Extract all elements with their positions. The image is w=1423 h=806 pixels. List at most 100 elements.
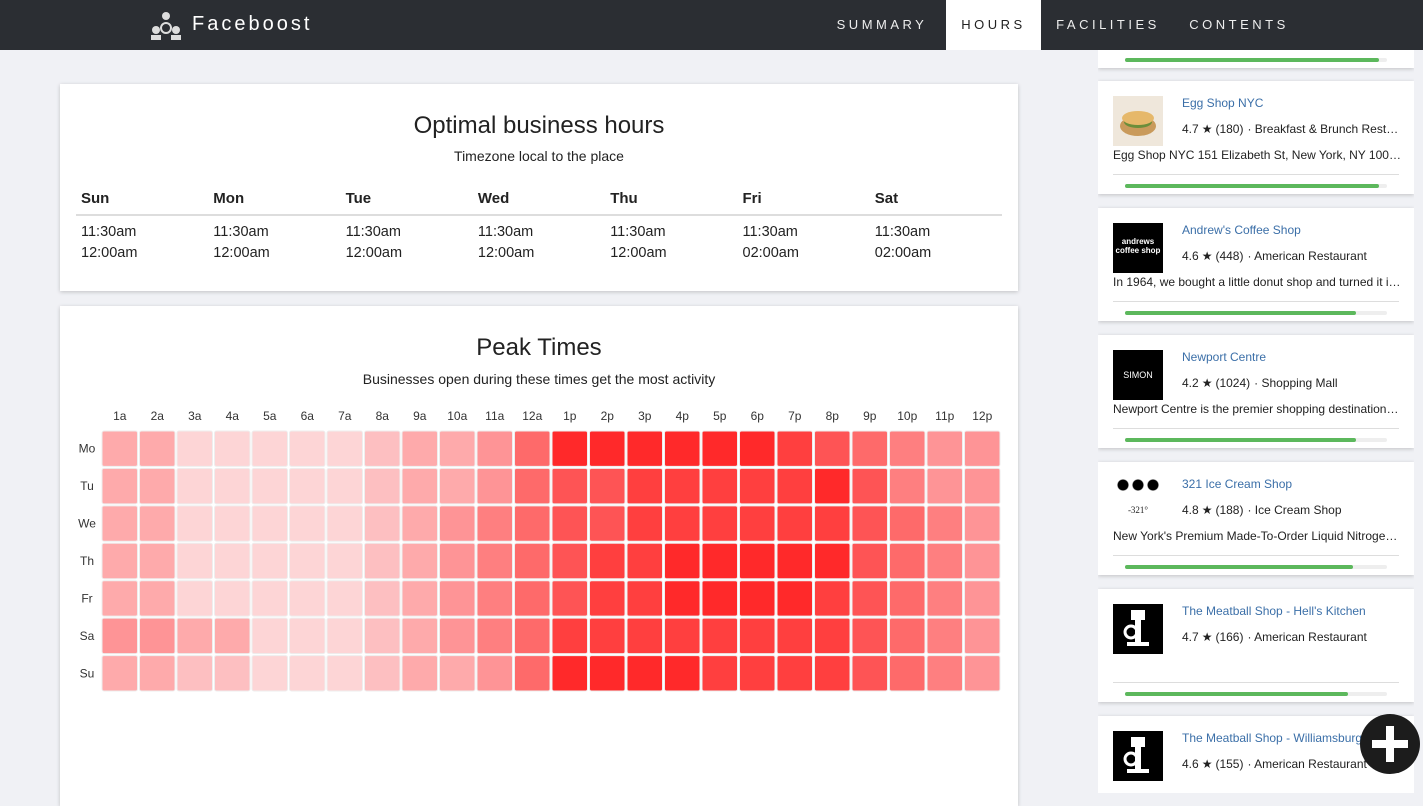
place-card[interactable]: SIMON Newport Centre 4.2 ★ (1024) · Shopping … — [1098, 335, 1414, 448]
place-meta: 4.2 ★ (1024) · Shopping Mall — [1182, 376, 1402, 390]
separator — [1113, 682, 1399, 683]
logo — [151, 12, 181, 40]
place-meta: 4.8 ★ (188) · Ice Cream Shop — [1182, 503, 1402, 517]
close-time: 02:00am — [874, 245, 932, 261]
heat-cell — [401, 430, 438, 467]
heat-cell — [476, 655, 513, 692]
heat-cell — [139, 542, 176, 580]
star-icon: ★ — [1201, 122, 1213, 136]
heat-cell — [551, 430, 588, 467]
col-label: 10a — [447, 409, 467, 423]
heat-cell — [851, 542, 888, 580]
heat-cell — [251, 617, 288, 655]
heat-cell — [551, 580, 588, 617]
heat-cell — [326, 542, 363, 580]
nav-tab[interactable]: SUMMARY — [836, 17, 928, 32]
heat-cell — [701, 505, 738, 542]
open-time: 11:30am — [81, 224, 137, 240]
row-label: Su — [80, 666, 95, 680]
star-icon: ★ — [1201, 757, 1213, 771]
heat-cell — [889, 467, 926, 505]
col-label: 10p — [897, 409, 917, 423]
heat-cell — [926, 617, 963, 655]
add-button[interactable] — [1360, 714, 1420, 774]
heat-cell — [926, 655, 963, 692]
day-label: Tue — [345, 190, 372, 207]
heat-cell — [476, 505, 513, 542]
open-time: 11:30am — [345, 224, 401, 240]
heat-cell — [851, 617, 888, 655]
heat-cell — [701, 430, 738, 467]
place-name[interactable]: 321 Ice Cream Shop — [1182, 477, 1293, 491]
thumbnail — [1113, 731, 1163, 781]
close-time: 12:00am — [345, 245, 403, 261]
review-count: (180) — [1215, 122, 1244, 136]
heat-cell — [439, 505, 476, 542]
separator — [1113, 428, 1399, 429]
heat-cell — [664, 430, 701, 467]
heat-cell — [851, 430, 888, 467]
heat-cell — [889, 430, 926, 467]
place-card[interactable]: andrews coffee shop Andrew's Coffee Shop 4… — [1098, 208, 1414, 321]
heat-cell — [176, 655, 213, 692]
plus-icon — [1372, 726, 1408, 762]
heat-cell — [814, 617, 851, 655]
heat-cell — [251, 542, 288, 580]
col-label: 7a — [338, 409, 352, 423]
heat-cell — [326, 430, 363, 467]
category: · Ice Cream Shop — [1247, 503, 1342, 517]
peak-subtitle: Businesses open during these times get t… — [362, 371, 716, 387]
place-card[interactable]: -321° 321 Ice Cream Shop 4.8 ★ (188) · Ice Cr… — [1098, 462, 1414, 575]
heat-cell — [626, 580, 663, 617]
place-name[interactable]: The Meatball Shop - Hell's Kitchen — [1182, 604, 1366, 618]
place-card[interactable]: The Meatball Shop - Hell's Kitchen 4.7 ★ (1… — [1098, 589, 1414, 702]
col-label: 4a — [226, 409, 240, 423]
heat-cell — [664, 655, 701, 692]
heat-cell — [776, 655, 813, 692]
heat-cell — [889, 580, 926, 617]
place-meta: 4.7 ★ (166) · American Restaurant — [1182, 630, 1402, 644]
nav-tab[interactable]: HOURS — [946, 0, 1041, 50]
heat-cell — [139, 580, 176, 617]
nav-tab[interactable]: CONTENTS — [1189, 17, 1289, 32]
col-label: 8a — [376, 409, 390, 423]
progress-track — [1125, 565, 1387, 569]
place-name[interactable]: Newport Centre — [1182, 350, 1267, 364]
heat-cell — [851, 467, 888, 505]
heat-cell — [139, 430, 176, 467]
place-card[interactable]: Egg Shop NYC 4.7 ★ (180) · Breakfast & Brunc… — [1098, 81, 1414, 194]
heat-cell — [514, 467, 551, 505]
place-name[interactable]: Andrew's Coffee Shop — [1182, 223, 1301, 237]
heat-cell — [364, 505, 401, 542]
place-meta: 4.7★(180)· Breakfast & Brunch Restaurant — [1182, 122, 1402, 136]
row-label: Sa — [80, 629, 95, 643]
rating: 4.7 — [1182, 122, 1199, 136]
heat-cell — [214, 617, 251, 655]
heat-cell — [251, 505, 288, 542]
category: · American Restaurant — [1247, 757, 1367, 771]
place-name[interactable]: Egg Shop NYC — [1182, 96, 1264, 110]
place-card[interactable]: The Meatball Shop - Williamsburg 4.6 ★ (155… — [1098, 716, 1414, 793]
heat-cell — [139, 655, 176, 692]
category: · Breakfast & Brunch Restaurant — [1247, 122, 1402, 136]
rating: 4.7 — [1182, 630, 1199, 644]
col-label: 11a — [485, 409, 504, 423]
place-description: Newport Centre is the premier shopping d… — [1113, 402, 1401, 416]
star-icon: ★ — [1201, 376, 1213, 390]
separator — [1113, 301, 1399, 302]
category: · American Restaurant — [1247, 630, 1367, 644]
place-name[interactable]: The Meatball Shop - Williamsburg — [1182, 731, 1363, 745]
brand[interactable]: Faceboost — [192, 13, 313, 35]
heat-cell — [776, 580, 813, 617]
nav-tab[interactable]: FACILITIES — [1056, 17, 1160, 32]
place-description: In 1964, we bought a little donut shop a… — [1113, 275, 1401, 289]
heat-cell — [626, 542, 663, 580]
row-label: Tu — [80, 479, 94, 493]
heat-cell — [889, 542, 926, 580]
heat-cell — [251, 467, 288, 505]
heat-cell — [851, 505, 888, 542]
heat-cell — [814, 430, 851, 467]
heat-cell — [664, 467, 701, 505]
heat-cell — [964, 617, 1001, 655]
day-label: Thu — [610, 190, 638, 207]
